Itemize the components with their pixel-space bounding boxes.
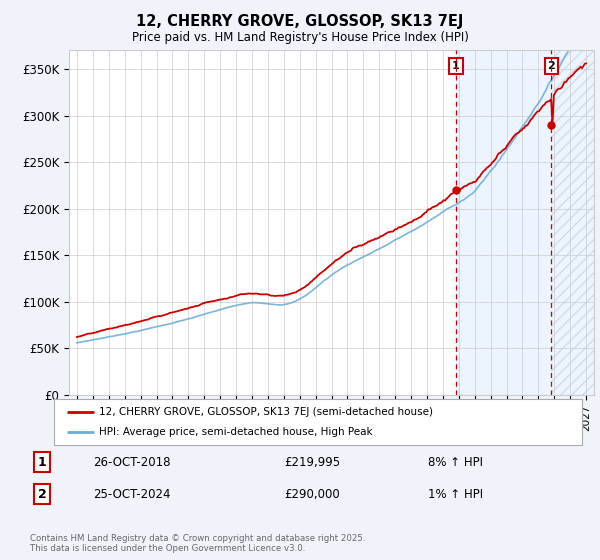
- Text: £219,995: £219,995: [284, 456, 340, 469]
- Bar: [551, 50, 594, 395]
- Text: 1: 1: [38, 456, 46, 469]
- Text: HPI: Average price, semi-detached house, High Peak: HPI: Average price, semi-detached house,…: [99, 427, 373, 437]
- Text: 2: 2: [547, 61, 555, 71]
- Text: 25-OCT-2024: 25-OCT-2024: [93, 488, 171, 501]
- Text: 8% ↑ HPI: 8% ↑ HPI: [428, 456, 484, 469]
- Text: 12, CHERRY GROVE, GLOSSOP, SK13 7EJ (semi-detached house): 12, CHERRY GROVE, GLOSSOP, SK13 7EJ (sem…: [99, 407, 433, 417]
- Text: 1: 1: [452, 61, 460, 71]
- Text: Price paid vs. HM Land Registry's House Price Index (HPI): Price paid vs. HM Land Registry's House …: [131, 31, 469, 44]
- Text: 1% ↑ HPI: 1% ↑ HPI: [428, 488, 484, 501]
- Text: Contains HM Land Registry data © Crown copyright and database right 2025.
This d: Contains HM Land Registry data © Crown c…: [30, 534, 365, 553]
- Text: £290,000: £290,000: [284, 488, 340, 501]
- Text: 12, CHERRY GROVE, GLOSSOP, SK13 7EJ: 12, CHERRY GROVE, GLOSSOP, SK13 7EJ: [136, 14, 464, 29]
- Text: 2: 2: [38, 488, 46, 501]
- Text: 26-OCT-2018: 26-OCT-2018: [93, 456, 171, 469]
- Bar: [456, 50, 594, 395]
